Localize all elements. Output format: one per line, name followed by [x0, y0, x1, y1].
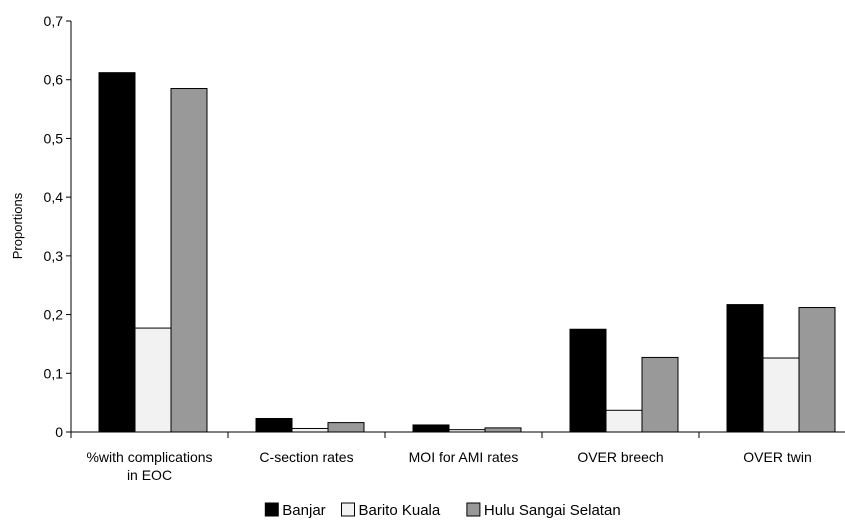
bar-banjar-4	[726, 304, 764, 433]
y-tick-label: 0,6	[44, 72, 64, 88]
y-tick-label: 0,7	[44, 13, 64, 29]
y-tick-label: 0,2	[44, 307, 64, 323]
legend-label-hulu-sangai-selatan: Hulu Sangai Selatan	[484, 502, 621, 519]
bars-layer	[98, 72, 836, 433]
bar-banjar-2	[412, 424, 450, 433]
bar-hulu-sangai-selatan-2	[484, 427, 522, 433]
y-tick-label: 0,4	[44, 189, 64, 205]
category-label: %with complications	[86, 449, 212, 465]
legend-swatch-barito-kuala	[341, 502, 355, 517]
legend-swatch-banjar	[264, 502, 279, 517]
legend: Banjar Barito Kuala Hulu Sangai Selatan	[264, 502, 621, 519]
category-label: OVER twin	[743, 449, 811, 465]
category-label: OVER breech	[577, 449, 663, 465]
category-labels: %with complications in EOC C-section rates…	[86, 449, 811, 483]
bar-hulu-sangai-selatan-0	[170, 88, 208, 433]
bar-hulu-sangai-selatan-3	[641, 356, 679, 433]
category-label: MOI for AMI rates	[409, 449, 519, 465]
y-tick-label: 0,1	[44, 365, 64, 381]
category-label: in EOC	[127, 467, 172, 483]
bar-barito-kuala-3	[605, 409, 643, 433]
bar-barito-kuala-0	[134, 327, 172, 433]
bar-banjar-1	[255, 417, 293, 433]
legend-label-barito-kuala: Barito Kuala	[359, 502, 441, 519]
y-tick-label: 0,3	[44, 248, 64, 264]
bar-barito-kuala-4	[762, 357, 800, 433]
bar-hulu-sangai-selatan-4	[798, 307, 836, 433]
y-tick-label: 0,5	[44, 130, 64, 146]
legend-label-banjar: Banjar	[282, 502, 325, 519]
bar-banjar-0	[98, 72, 136, 433]
axes-layer	[66, 20, 845, 438]
y-tick-labels: 0 0,1 0,2 0,3 0,4 0,5 0,6 0,7	[44, 13, 64, 440]
category-label: C-section rates	[259, 449, 353, 465]
bar-hulu-sangai-selatan-1	[327, 422, 365, 433]
legend-swatch-hulu-sangai-selatan	[466, 502, 481, 517]
bar-barito-kuala-1	[291, 427, 329, 433]
bar-banjar-3	[569, 328, 607, 433]
y-tick-label: 0	[55, 424, 63, 440]
y-axis-label: Proportions	[10, 192, 25, 259]
